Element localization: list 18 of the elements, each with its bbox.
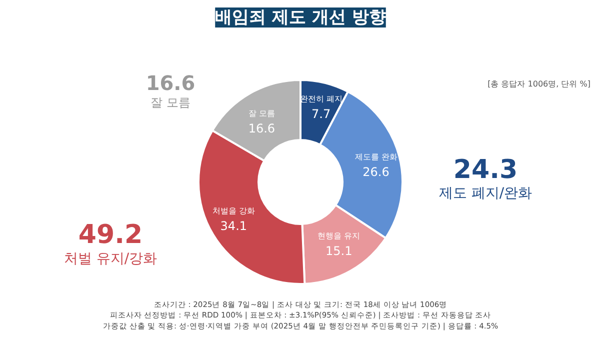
text: 24.3 (453, 154, 518, 185)
text: 16.6 (146, 70, 196, 95)
text: [총 응답자 1006명, 단위 %] (488, 80, 591, 89)
chart-title: 배임죄 제도 개선 방향 (215, 8, 386, 28)
slice-label: 처벌을 강화 (212, 206, 255, 216)
data-label: 26.6 (362, 165, 390, 180)
slice-label: 현행을 유지 (318, 232, 360, 241)
text: 처벌 유지/강화 (64, 250, 158, 267)
slice-label: 완전히 폐지 (300, 94, 342, 104)
text: 제도 폐지/완화 (438, 186, 532, 202)
data-label: 16.6 (248, 121, 276, 136)
slice-label: 잘 모름 (248, 108, 275, 118)
data-label: 34.1 (220, 219, 248, 234)
data-label: 7.7 (312, 107, 331, 122)
text: 잘 모름 (150, 95, 190, 110)
slice-label: 제도를 완화 (354, 152, 398, 162)
data-label: 15.1 (326, 244, 352, 258)
text: 49.2 (78, 220, 143, 250)
